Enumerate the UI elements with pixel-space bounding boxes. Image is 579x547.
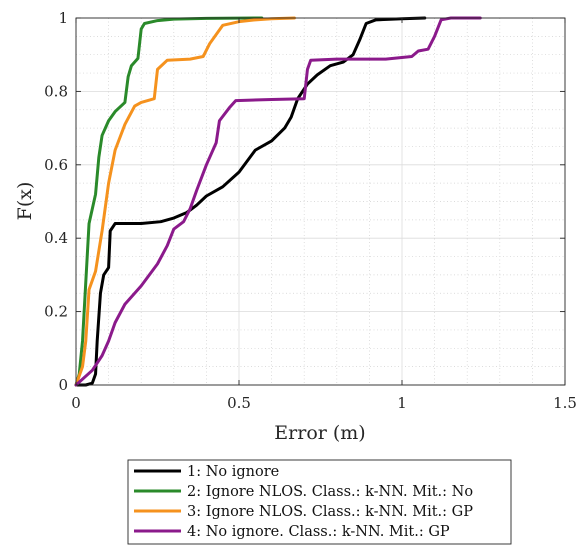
- series-line-4: [74, 16, 482, 387]
- x-axis-label: Error (m): [274, 422, 365, 444]
- y-ticks: 0 0.2 0.4 0.6 0.8 1: [44, 9, 565, 394]
- legend-box: [127, 459, 512, 545]
- y-axis-label: F(x): [14, 182, 36, 221]
- y-tick-label: 0.2: [44, 303, 68, 321]
- series-line-3: [74, 16, 296, 387]
- series-line-1: [74, 16, 427, 387]
- y-tick-label: 0: [58, 376, 68, 394]
- legend-label-2: 2: Ignore NLOS. Class.: k-NN. Mit.: No: [187, 484, 473, 500]
- legend: 1: No ignore 2: Ignore NLOS. Class.: k-NN…: [127, 459, 512, 545]
- legend-label-1: 1: No ignore: [187, 464, 279, 480]
- y-tick-label: 1: [58, 9, 68, 27]
- y-tick-label: 0.4: [44, 229, 68, 247]
- y-tick-label: 0.6: [44, 156, 68, 174]
- plot-frame: [75, 17, 566, 386]
- x-tick-label: 0.5: [227, 394, 251, 412]
- legend-label-3: 3: Ignore NLOS. Class.: k-NN. Mit.: GP: [187, 504, 473, 520]
- series-layer: [74, 16, 482, 387]
- y-tick-label: 0.8: [44, 82, 68, 100]
- x-tick-label: 0: [71, 394, 81, 412]
- legend-label-4: 4: No ignore. Class.: k-NN. Mit.: GP: [187, 524, 450, 540]
- x-ticks: 0 0.5 1 1.5: [71, 18, 577, 412]
- minor-grid: [76, 18, 565, 385]
- series-line-2: [74, 16, 264, 387]
- x-tick-label: 1: [397, 394, 407, 412]
- x-tick-label: 1.5: [553, 394, 577, 412]
